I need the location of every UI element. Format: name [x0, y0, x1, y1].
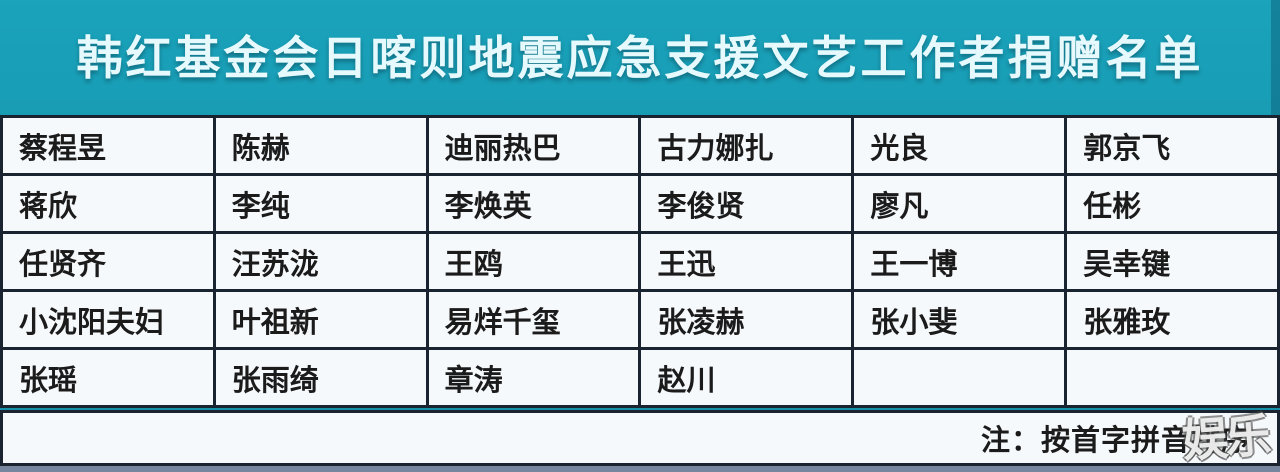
- donor-cell: 廖凡: [851, 173, 1068, 234]
- donor-cell: 王一博: [851, 231, 1068, 292]
- donor-cell: 李纯: [212, 173, 429, 234]
- donor-cell: 张雅玫: [1064, 289, 1280, 350]
- donor-cell: 任贤齐: [0, 231, 216, 292]
- donor-cell: 章涛: [425, 347, 642, 408]
- donor-cell: 张小斐: [851, 289, 1068, 350]
- table-row: 蒋欣 李纯 李焕英 李俊贤 廖凡 任彬: [0, 173, 1280, 234]
- donor-cell: 张凌赫: [638, 289, 855, 350]
- donor-cell: 迪丽热巴: [425, 115, 642, 176]
- donor-cell: [851, 347, 1068, 408]
- donor-table: 蔡程昱 陈赫 迪丽热巴 古力娜扎 光良 郭京飞 蒋欣 李纯 李焕英 李俊贤 廖凡…: [0, 115, 1280, 408]
- table-row: 张瑶 张雨绮 章涛 赵川: [0, 347, 1280, 408]
- table-row: 蔡程昱 陈赫 迪丽热巴 古力娜扎 光良 郭京飞: [0, 115, 1280, 176]
- donor-cell: 叶祖新: [212, 289, 429, 350]
- footer-note-bar: 注：按首字拼音排序: [0, 410, 1280, 466]
- donor-cell: 张瑶: [0, 347, 216, 408]
- table-row: 任贤齐 汪苏泷 王鸥 王迅 王一博 吴幸键: [0, 231, 1280, 292]
- bottom-edge-bar: [0, 466, 1280, 472]
- donor-cell: 陈赫: [212, 115, 429, 176]
- donor-cell: [1064, 347, 1280, 408]
- table-row: 小沈阳夫妇 叶祖新 易烊千玺 张凌赫 张小斐 张雅玫: [0, 289, 1280, 350]
- donor-cell: 郭京飞: [1064, 115, 1280, 176]
- right-edge-shade: [1271, 0, 1280, 118]
- donor-cell: 光良: [851, 115, 1068, 176]
- donor-cell: 李俊贤: [638, 173, 855, 234]
- donor-cell: 易烊千玺: [425, 289, 642, 350]
- donor-cell: 赵川: [638, 347, 855, 408]
- donor-cell: 王鸥: [425, 231, 642, 292]
- donor-cell: 张雨绮: [212, 347, 429, 408]
- donor-cell: 李焕英: [425, 173, 642, 234]
- donor-cell: 小沈阳夫妇: [0, 289, 216, 350]
- donor-cell: 王迅: [638, 231, 855, 292]
- page-title: 韩红基金会日喀则地震应急支援文艺工作者捐赠名单: [76, 31, 1204, 85]
- donor-cell: 蒋欣: [0, 173, 216, 234]
- donor-cell: 任彬: [1064, 173, 1280, 234]
- donor-cell: 汪苏泷: [212, 231, 429, 292]
- donor-cell: 吴幸键: [1064, 231, 1280, 292]
- donor-cell: 古力娜扎: [638, 115, 855, 176]
- donor-cell: 蔡程昱: [0, 115, 216, 176]
- footer-note: 注：按首字拼音排序: [980, 423, 1251, 457]
